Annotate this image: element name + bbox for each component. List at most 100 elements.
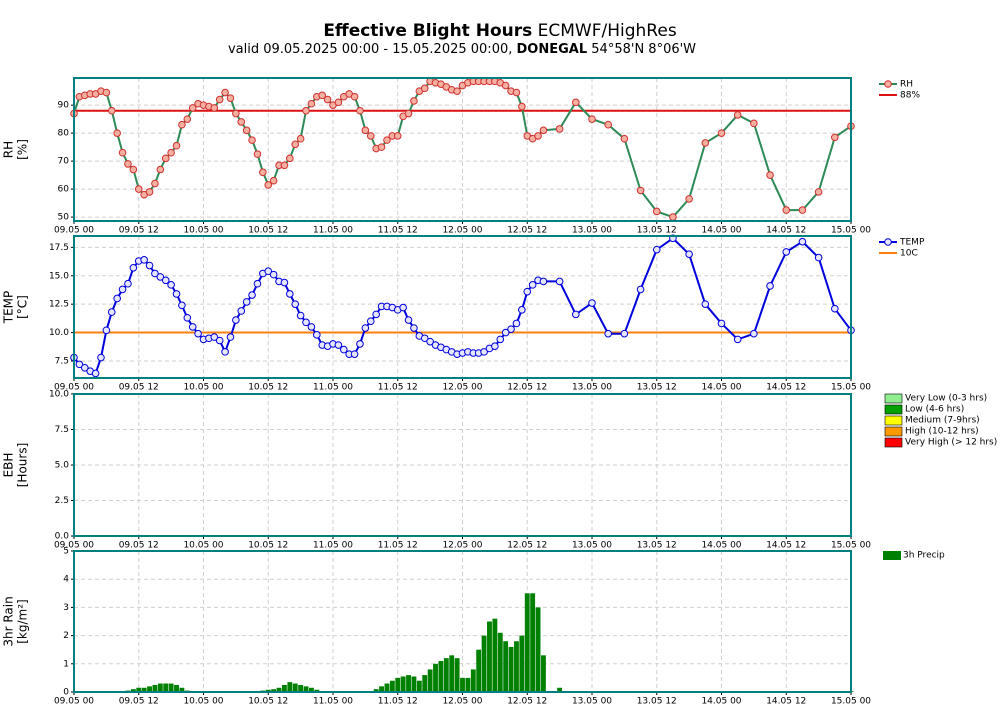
y-axis-label: [%]	[16, 139, 30, 160]
point	[221, 348, 229, 356]
point	[107, 106, 116, 115]
bar	[400, 676, 406, 692]
legend-marker	[884, 238, 892, 246]
x-tick-label: 09.05 12	[119, 697, 159, 707]
legend-swatch	[884, 426, 903, 437]
point	[145, 188, 154, 196]
legend-marker	[884, 80, 892, 88]
point	[393, 132, 402, 140]
point	[242, 126, 251, 135]
point	[237, 118, 246, 126]
y-tick-label: 5.0	[55, 461, 70, 471]
point	[118, 285, 127, 294]
point	[350, 92, 359, 101]
point	[404, 109, 413, 118]
chart-subtitle: valid 09.05.2025 00:00 - 15.05.2025 00:0…	[228, 42, 696, 57]
point	[221, 88, 229, 97]
x-tick-label: 12.05 00	[442, 541, 482, 551]
point	[264, 267, 273, 276]
x-tick-label: 09.05 12	[119, 383, 159, 393]
point	[512, 88, 521, 97]
y-axis-label: TEMP	[2, 291, 16, 325]
point	[361, 324, 370, 332]
point	[588, 115, 596, 123]
point	[620, 329, 629, 338]
bar	[130, 689, 136, 692]
point	[501, 81, 510, 90]
y-tick-label: 12.5	[49, 300, 69, 310]
point	[782, 206, 791, 214]
point	[572, 310, 580, 319]
x-tick-label: 12.05 12	[507, 383, 547, 393]
x-tick-label: 12.05 12	[507, 541, 547, 551]
bar	[514, 641, 519, 692]
point	[210, 104, 219, 112]
point	[701, 300, 710, 308]
point	[102, 326, 111, 335]
x-tick-label: 11.05 00	[313, 541, 353, 551]
x-tick-label: 13.05 12	[637, 383, 677, 393]
bar	[449, 655, 455, 692]
point	[296, 311, 305, 320]
point	[178, 301, 186, 310]
point	[750, 119, 758, 128]
bar	[152, 684, 158, 692]
y-tick-label: 60	[58, 185, 70, 195]
legend-label: Very High (> 12 hrs)	[905, 438, 997, 448]
point	[226, 333, 235, 341]
point	[480, 348, 488, 356]
legend-swatch	[883, 551, 901, 560]
x-tick-label: 13.05 12	[637, 226, 677, 236]
legend-swatch	[884, 393, 903, 404]
point	[291, 300, 300, 308]
point	[555, 125, 564, 133]
point	[399, 303, 407, 312]
bar	[276, 687, 282, 692]
point	[491, 342, 499, 350]
point	[124, 279, 132, 288]
bar	[298, 684, 304, 692]
x-tick-label: 09.05 00	[54, 226, 94, 236]
x-tick-label: 11.05 00	[313, 226, 353, 236]
y-tick-label: 1	[63, 659, 69, 669]
bar	[373, 689, 379, 692]
panel-frame	[73, 77, 852, 222]
point	[161, 276, 170, 285]
bar	[524, 593, 530, 692]
y-tick-label: 3	[63, 603, 69, 613]
bar	[406, 675, 411, 692]
point	[167, 148, 175, 157]
point	[80, 363, 89, 372]
x-tick-label: 10.05 00	[183, 541, 223, 551]
panel-frame	[73, 393, 852, 537]
point	[318, 91, 327, 100]
point	[717, 319, 726, 328]
point	[766, 282, 774, 290]
point	[151, 179, 159, 188]
x-tick-label: 13.05 00	[572, 226, 612, 236]
point	[361, 126, 370, 135]
point	[814, 253, 823, 262]
point	[172, 141, 181, 150]
legend-label: TEMP	[899, 238, 925, 248]
point	[356, 340, 364, 348]
point	[232, 109, 240, 118]
x-tick-label: 11.05 12	[378, 383, 418, 393]
y-tick-label: 17.5	[49, 243, 69, 253]
point	[350, 350, 359, 358]
point	[307, 323, 316, 331]
bar	[422, 675, 428, 692]
y-tick-label: 2.5	[55, 496, 69, 506]
x-tick-label: 10.05 00	[183, 697, 223, 707]
point	[636, 186, 645, 195]
bar	[287, 682, 293, 692]
x-tick-label: 14.05 00	[701, 383, 741, 393]
point	[167, 281, 175, 289]
point	[814, 188, 823, 196]
bar	[541, 655, 546, 692]
point	[518, 306, 526, 314]
bar	[433, 663, 438, 692]
x-tick-label: 15.05 00	[831, 697, 871, 707]
bar	[157, 683, 163, 692]
point	[91, 369, 100, 378]
